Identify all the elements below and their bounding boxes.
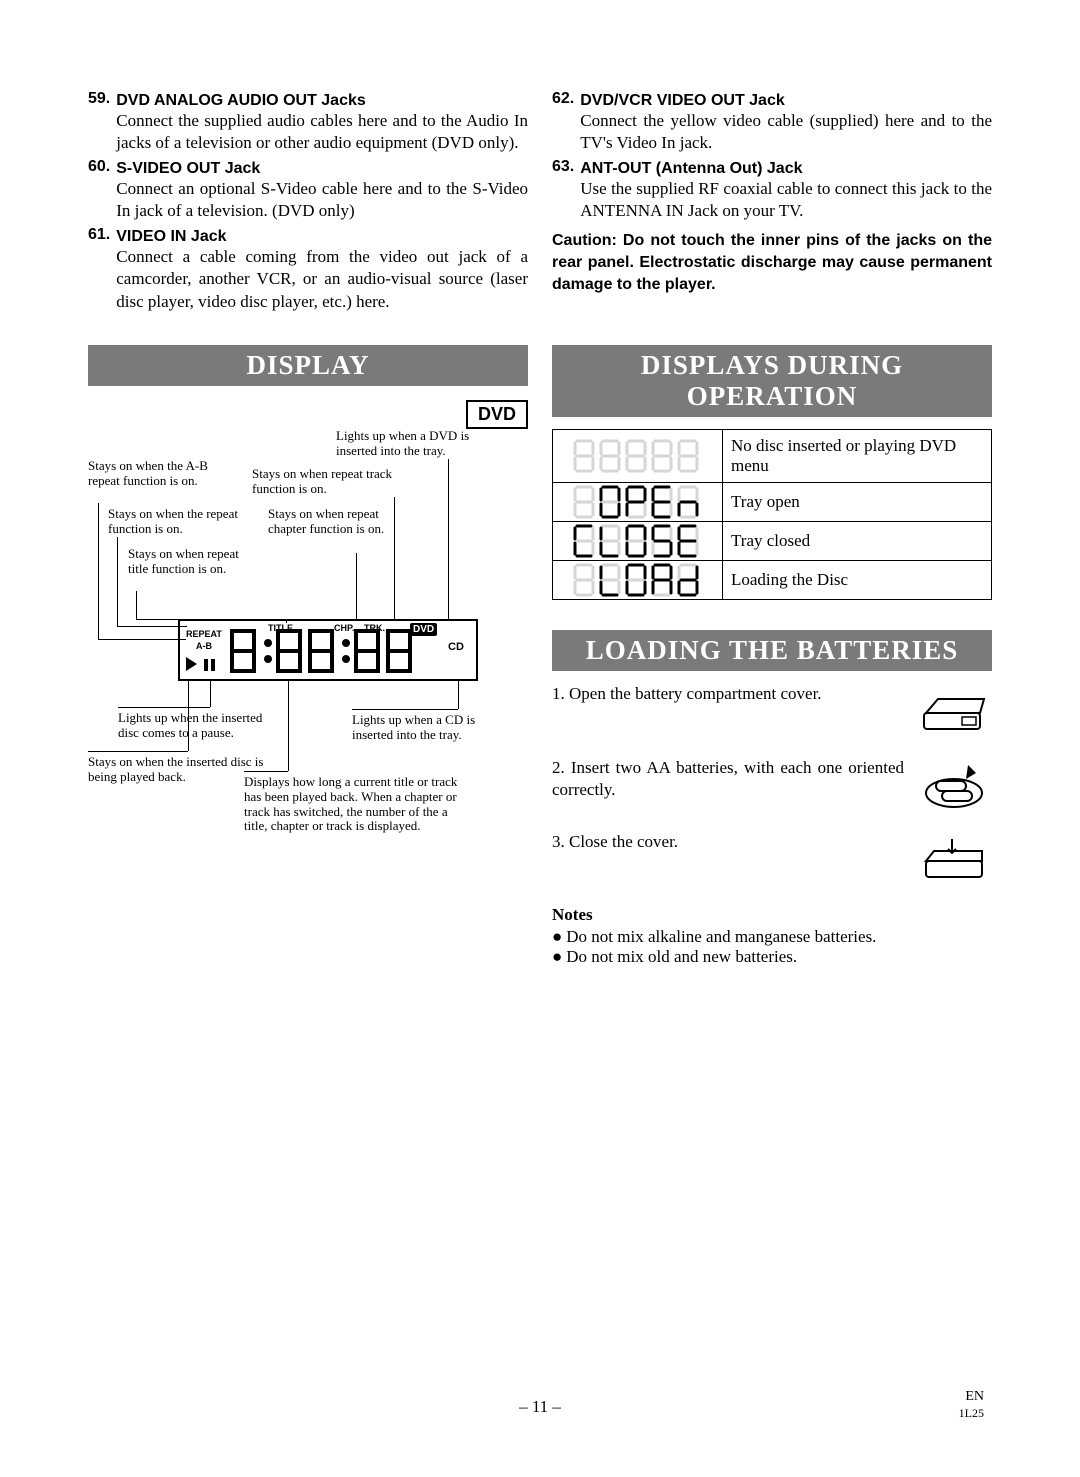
disp-label-cd: CD: [448, 641, 464, 653]
op-desc-cell: No disc inserted or playing DVD menu: [723, 429, 992, 482]
operation-displays-table: No disc inserted or playing DVD menu: [552, 429, 992, 600]
annot-repeat-title: Stays on when repeat title function is o…: [128, 547, 248, 577]
page-number: – 11 –: [0, 1397, 1080, 1417]
jack-title: DVD ANALOG AUDIO OUT Jacks: [116, 92, 366, 109]
display-box: TITLE CHP. TRK. DVD CD REPEAT A-B: [178, 619, 478, 681]
op-desc-cell: Tray closed: [723, 521, 992, 560]
battery-step: 1. Open the battery compartment cover.: [552, 683, 992, 739]
jack-item: 61. VIDEO IN Jack Connect a cable coming…: [88, 226, 528, 312]
op-display-cell: [553, 560, 723, 599]
annot-ab: Stays on when the A-B repeat function is…: [88, 459, 218, 489]
battery-step-illustration: [918, 683, 992, 739]
right-jacks-col: 62. DVD/VCR VIDEO OUT Jack Connect the y…: [552, 90, 992, 317]
pause-icon: [204, 659, 215, 671]
battery-step: 2. Insert two AA batteries, with each on…: [552, 757, 992, 813]
op-desc-cell: Tray open: [723, 482, 992, 521]
disp-label-repeat: REPEAT: [186, 629, 222, 639]
jack-item: 63. ANT-OUT (Antenna Out) Jack Use the s…: [552, 158, 992, 222]
left-jacks-col: 59. DVD ANALOG AUDIO OUT Jacks Connect t…: [88, 90, 528, 317]
jack-item: 60. S-VIDEO OUT Jack Connect an optional…: [88, 158, 528, 222]
annot-repeat: Stays on when the repeat function is on.: [108, 507, 243, 537]
op-table-row: Loading the Disc: [553, 560, 992, 599]
jack-title: S-VIDEO OUT Jack: [116, 160, 260, 177]
annot-pause: Lights up when the inserted disc comes t…: [118, 711, 268, 741]
jack-desc: Connect the yellow video cable (supplied…: [580, 110, 992, 154]
battery-step-illustration: [918, 831, 992, 887]
battery-step-text: 2. Insert two AA batteries, with each on…: [552, 757, 904, 801]
jack-desc: Connect an optional S-Video cable here a…: [116, 178, 528, 222]
seven-segment-digits: [230, 629, 445, 680]
jack-item: 59. DVD ANALOG AUDIO OUT Jacks Connect t…: [88, 90, 528, 154]
annot-repeat-track: Stays on when repeat track function is o…: [252, 467, 412, 497]
jack-desc: Connect a cable coming from the video ou…: [116, 246, 528, 312]
battery-step-illustration: [918, 757, 992, 813]
op-display-cell: [553, 521, 723, 560]
annot-counter: Displays how long a current title or tra…: [244, 775, 474, 835]
op-table-row: Tray open: [553, 482, 992, 521]
jack-title: ANT-OUT (Antenna Out) Jack: [580, 160, 802, 177]
jack-desc: Connect the supplied audio cables here a…: [116, 110, 528, 154]
annot-cd: Lights up when a CD is inserted into the…: [352, 713, 492, 743]
play-icon: [186, 657, 197, 671]
annot-repeat-chapter: Stays on when repeat chapter function is…: [268, 507, 388, 537]
disp-label-ab: A-B: [196, 641, 212, 651]
dvd-badge: DVD: [466, 400, 528, 429]
jack-desc: Use the supplied RF coaxial cable to con…: [580, 178, 992, 222]
note-bullet: ●Do not mix old and new batteries.: [552, 947, 992, 967]
display-header: DISPLAY: [88, 345, 528, 386]
battery-step-text: 1. Open the battery compartment cover.: [552, 683, 904, 705]
batteries-header: LOADING THE BATTERIES: [552, 630, 992, 671]
op-table-row: Tray closed: [553, 521, 992, 560]
page-code: EN 1L25: [959, 1389, 984, 1423]
notes-heading: Notes: [552, 905, 992, 925]
caution-text: Caution: Do not touch the inner pins of …: [552, 230, 992, 295]
battery-step: 3. Close the cover.: [552, 831, 992, 887]
during-operation-header: DISPLAYS DURING OPERATION: [552, 345, 992, 417]
jack-title: VIDEO IN Jack: [116, 228, 226, 245]
note-bullet: ●Do not mix alkaline and manganese batte…: [552, 927, 992, 947]
op-display-cell: [553, 482, 723, 521]
jack-item: 62. DVD/VCR VIDEO OUT Jack Connect the y…: [552, 90, 992, 154]
op-desc-cell: Loading the Disc: [723, 560, 992, 599]
jack-title: DVD/VCR VIDEO OUT Jack: [580, 92, 785, 109]
annot-dvd-light: Lights up when a DVD is inserted into th…: [336, 429, 486, 459]
op-display-cell: [553, 429, 723, 482]
display-diagram: Lights up when a DVD is inserted into th…: [88, 429, 528, 929]
op-table-row: No disc inserted or playing DVD menu: [553, 429, 992, 482]
battery-step-text: 3. Close the cover.: [552, 831, 904, 853]
